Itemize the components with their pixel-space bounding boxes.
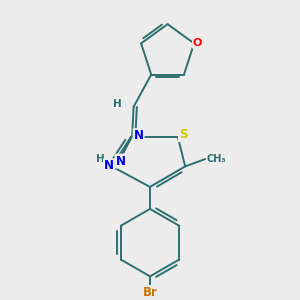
- Text: N: N: [104, 159, 114, 172]
- Text: H: H: [113, 100, 122, 110]
- Text: CH₃: CH₃: [207, 154, 226, 164]
- Text: N: N: [116, 154, 125, 168]
- Text: Br: Br: [142, 286, 158, 299]
- Text: H: H: [95, 154, 104, 164]
- Text: S: S: [179, 128, 188, 141]
- Text: O: O: [193, 38, 202, 48]
- Text: N: N: [134, 129, 144, 142]
